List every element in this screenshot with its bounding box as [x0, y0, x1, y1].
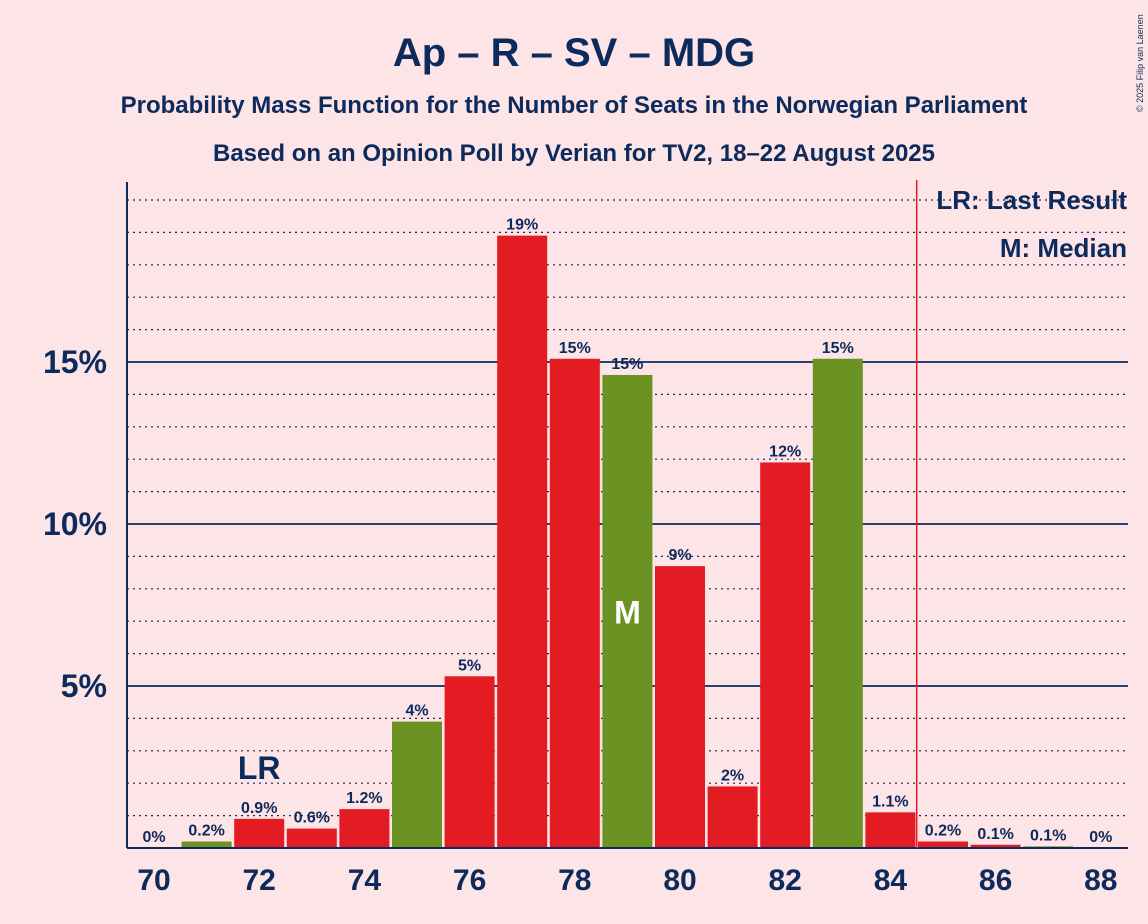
- x-axis-ticks: 70 72 74 76 78 80 82 84 86 88: [137, 864, 1117, 897]
- y-tick-label-15: 15%: [43, 344, 107, 380]
- x-tick-label-86: 86: [979, 864, 1012, 897]
- bar-label-seat-78: 15%: [559, 340, 591, 357]
- x-tick-label-70: 70: [137, 864, 170, 897]
- x-tick-label-72: 72: [243, 864, 276, 897]
- bar-label-seat-87: 0.1%: [1030, 827, 1066, 844]
- last-result-marker: LR: [238, 750, 281, 786]
- markers: LR M: [238, 594, 641, 785]
- bar-seat-71: [181, 841, 232, 848]
- bar-label-seat-70: 0%: [142, 829, 165, 846]
- bar-seat-77: [497, 235, 548, 848]
- bar-seat-81: [707, 786, 758, 848]
- x-tick-label-84: 84: [874, 864, 908, 897]
- x-tick-label-74: 74: [348, 864, 382, 897]
- x-tick-label-88: 88: [1084, 864, 1117, 897]
- bar-seat-86: [970, 844, 1021, 848]
- bar-seat-78: [549, 358, 600, 848]
- bar-seat-83: [812, 358, 863, 848]
- bar-label-seat-81: 2%: [721, 767, 744, 784]
- legend-last-result: LR: Last Result: [936, 185, 1127, 215]
- bar-label-seat-71: 0.2%: [188, 823, 224, 840]
- chart-subtitle-1: Probability Mass Function for the Number…: [121, 92, 1028, 119]
- bar-label-seat-86: 0.1%: [977, 826, 1013, 843]
- y-tick-label-10: 10%: [43, 506, 107, 542]
- legend-median: M: Median: [1000, 233, 1127, 263]
- bar-seat-84: [865, 812, 916, 848]
- bar-label-seat-76: 5%: [458, 657, 481, 674]
- bar-label-seat-83: 15%: [822, 340, 854, 357]
- y-tick-label-5: 5%: [61, 668, 107, 704]
- bar-label-seat-85: 0.2%: [925, 823, 961, 840]
- bar-label-seat-72: 0.9%: [241, 800, 277, 817]
- x-tick-label-80: 80: [663, 864, 696, 897]
- bar-label-seat-82: 12%: [769, 443, 801, 460]
- x-tick-label-78: 78: [558, 864, 591, 897]
- bar-seat-76: [444, 676, 495, 848]
- bar-labels: 0% 0.2% 0.9% 0.6% 1.2% 4% 5% 19% 15% 15% 9% 2% 12% 15…: [142, 217, 1112, 846]
- bar-seat-82: [760, 462, 811, 848]
- x-tick-label-82: 82: [769, 864, 802, 897]
- bar-label-seat-75: 4%: [405, 703, 428, 720]
- chart-title: Ap – R – SV – MDG: [393, 31, 755, 75]
- bar-seat-75: [392, 721, 442, 848]
- chart-subtitle-2: Based on an Opinion Poll by Verian for T…: [213, 140, 935, 167]
- bar-seat-74: [339, 809, 390, 848]
- bar-label-seat-77: 19%: [506, 217, 538, 234]
- bar-label-seat-88: 0%: [1089, 829, 1112, 846]
- bar-label-seat-84: 1.1%: [872, 793, 908, 810]
- x-tick-label-76: 76: [453, 864, 486, 897]
- bars: [181, 235, 1074, 848]
- gridlines: [127, 199, 1128, 817]
- median-marker: M: [614, 594, 641, 630]
- bar-seat-73: [286, 828, 337, 848]
- bar-label-seat-74: 1.2%: [346, 790, 382, 807]
- bar-label-seat-79: 15%: [611, 356, 643, 373]
- copyright-notice: © 2025 Filip van Laenen: [1135, 14, 1145, 112]
- y-axis-ticks: 5% 10% 15%: [43, 344, 107, 704]
- bar-seat-79: [602, 374, 653, 848]
- bar-seat-72: [234, 818, 285, 848]
- bar-label-seat-80: 9%: [668, 547, 691, 564]
- bar-seat-85: [918, 841, 968, 848]
- bar-label-seat-73: 0.6%: [294, 810, 330, 827]
- bar-seat-80: [655, 566, 705, 848]
